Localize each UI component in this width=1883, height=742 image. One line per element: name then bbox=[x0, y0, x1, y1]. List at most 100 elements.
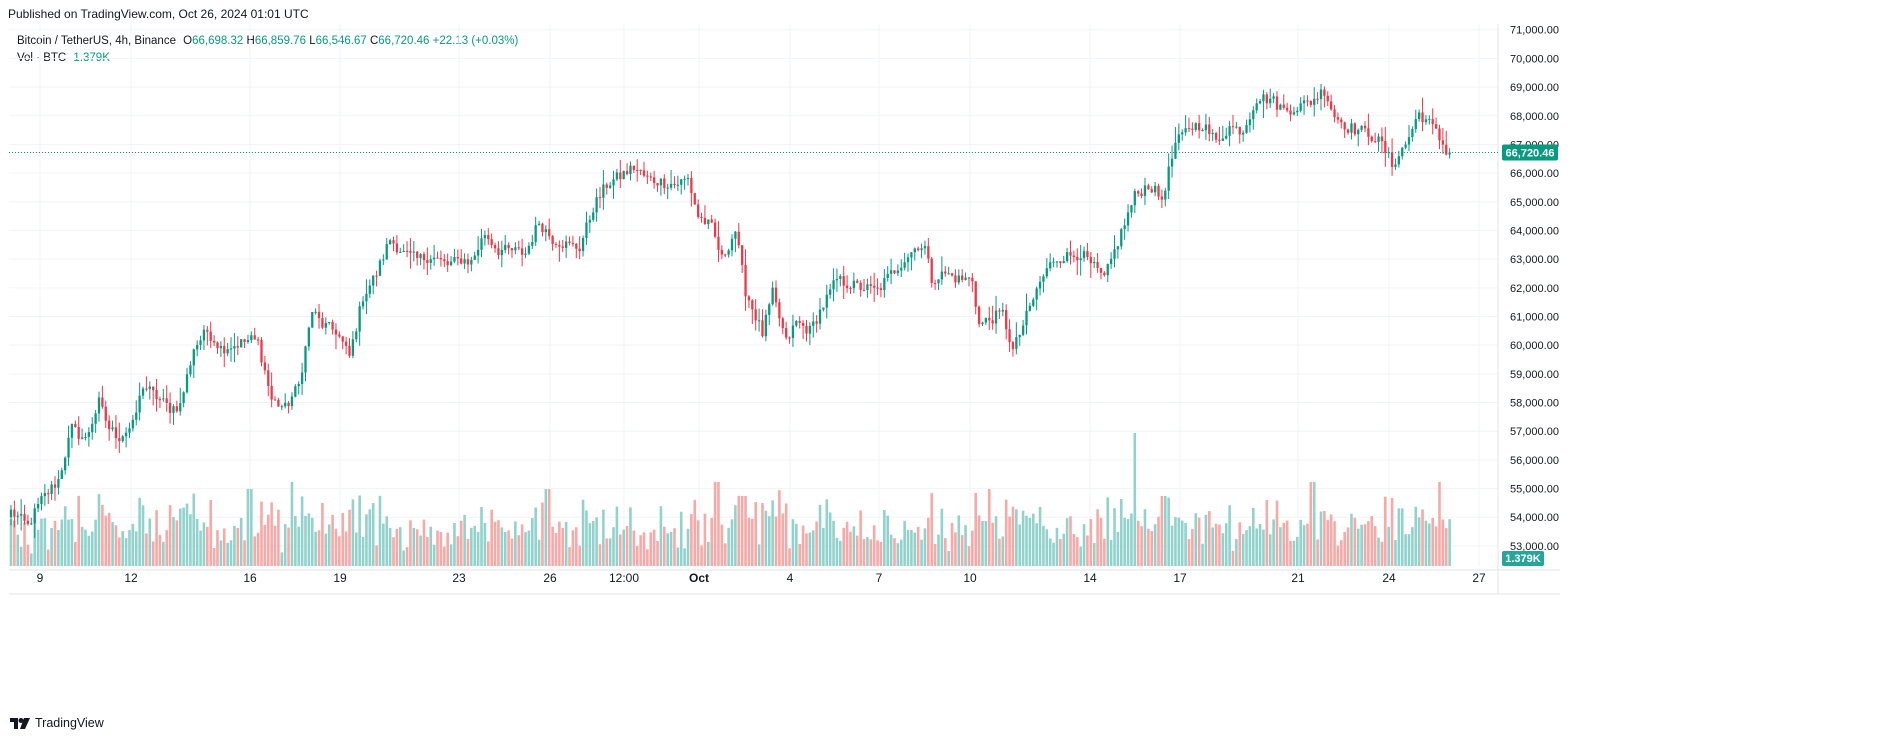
candle-body bbox=[1367, 128, 1370, 137]
candle-body bbox=[947, 273, 950, 275]
candle-body bbox=[284, 402, 287, 407]
candle-body bbox=[1401, 147, 1404, 157]
volume-bar bbox=[1035, 523, 1038, 566]
volume-bar bbox=[1377, 537, 1380, 566]
candle-body bbox=[148, 386, 151, 389]
volume-bar bbox=[1201, 543, 1204, 566]
volume-bar bbox=[439, 532, 443, 566]
volume-bar bbox=[1065, 518, 1069, 566]
candle-body bbox=[832, 280, 835, 290]
volume-bar bbox=[1268, 534, 1272, 566]
volume-bar bbox=[561, 528, 565, 566]
candle-body bbox=[223, 346, 226, 354]
volume-bar bbox=[314, 531, 317, 566]
volume-bar bbox=[1275, 500, 1279, 566]
tradingview-logo[interactable]: TradingView bbox=[10, 716, 104, 730]
candle-body bbox=[1120, 229, 1123, 247]
candle-body bbox=[473, 255, 476, 260]
candle-body bbox=[1140, 193, 1143, 196]
volume-bar bbox=[605, 538, 609, 566]
volume-bar bbox=[1316, 539, 1319, 566]
volume-bar bbox=[1340, 540, 1343, 566]
candle-body bbox=[1096, 262, 1099, 269]
close-value: 66,720.46 bbox=[378, 35, 430, 47]
candle-body bbox=[1137, 191, 1140, 194]
volume-bar bbox=[1119, 498, 1123, 566]
volume-bar bbox=[974, 492, 978, 566]
volume-bar bbox=[1411, 527, 1414, 566]
volume-bar bbox=[273, 525, 277, 566]
volume-bar bbox=[77, 495, 80, 566]
candle-body bbox=[297, 384, 300, 387]
candle-body bbox=[744, 264, 747, 297]
volume-bar bbox=[534, 507, 537, 566]
candle-body bbox=[1272, 96, 1275, 99]
volume-bar bbox=[260, 501, 263, 566]
volume-bar bbox=[1333, 521, 1336, 566]
candle-body bbox=[825, 294, 828, 308]
volume-bar bbox=[1011, 506, 1015, 566]
candle-body bbox=[933, 283, 937, 285]
candle-body bbox=[409, 250, 412, 253]
volume-bar bbox=[1207, 511, 1211, 566]
volume-bar bbox=[730, 519, 734, 566]
candle-body bbox=[1123, 225, 1126, 230]
candle-body bbox=[619, 172, 622, 179]
candle-body bbox=[822, 307, 825, 310]
y-tick-label: 60,000.00 bbox=[1510, 340, 1559, 352]
volume-bar bbox=[266, 514, 270, 566]
candle-body bbox=[365, 293, 368, 302]
candle-body bbox=[500, 250, 503, 256]
symbol-label[interactable]: Bitcoin / TetherUS, 4h, Binance bbox=[17, 35, 176, 47]
volume-bar bbox=[639, 535, 642, 566]
candle-body bbox=[791, 325, 795, 338]
volume-bar bbox=[1400, 508, 1404, 566]
volume-bar bbox=[338, 536, 341, 566]
volume-bar bbox=[574, 527, 578, 566]
volume-bar bbox=[1346, 527, 1350, 566]
volume-bar bbox=[243, 540, 246, 566]
candle-body bbox=[53, 484, 57, 488]
candle-body bbox=[835, 278, 839, 281]
candle-body bbox=[1072, 255, 1076, 257]
volume-bar bbox=[666, 533, 669, 566]
y-tick-label: 71,000.00 bbox=[1510, 25, 1559, 37]
candle-body bbox=[60, 470, 63, 480]
volume-bar bbox=[591, 521, 595, 566]
candle-body bbox=[121, 436, 124, 442]
volume-bar bbox=[453, 522, 456, 566]
candle-body bbox=[1005, 310, 1008, 330]
candle-body bbox=[994, 310, 998, 324]
candle-body bbox=[165, 398, 168, 403]
volume-bar bbox=[1157, 516, 1160, 566]
candle-body bbox=[64, 457, 67, 471]
volume-bar bbox=[1021, 510, 1025, 566]
candle-body bbox=[548, 229, 551, 237]
x-tick-label: 23 bbox=[452, 571, 466, 585]
volume-bar bbox=[46, 549, 50, 566]
volume-bar bbox=[774, 516, 778, 566]
volume-bar bbox=[839, 540, 842, 566]
volume-bar bbox=[1285, 520, 1289, 566]
candle-body bbox=[216, 342, 219, 349]
volume-bar bbox=[1384, 496, 1387, 566]
volume-bar bbox=[1015, 509, 1018, 566]
candle-body bbox=[168, 402, 172, 413]
candle-body bbox=[476, 249, 480, 256]
candle-body bbox=[453, 256, 456, 262]
candle-body bbox=[984, 317, 988, 323]
candle-body bbox=[1319, 89, 1323, 99]
candle-body bbox=[236, 346, 239, 348]
volume-bar bbox=[866, 537, 869, 566]
volume-bar bbox=[1214, 523, 1218, 566]
candle-body bbox=[199, 340, 202, 345]
volume-bar bbox=[321, 503, 324, 566]
volume-bar bbox=[111, 521, 114, 566]
volume-bar bbox=[920, 539, 923, 566]
candle-body bbox=[520, 248, 524, 255]
volume-bar bbox=[493, 521, 497, 566]
volume-bar bbox=[1089, 518, 1093, 566]
candle-body bbox=[673, 183, 676, 186]
volume-bar bbox=[723, 543, 727, 566]
